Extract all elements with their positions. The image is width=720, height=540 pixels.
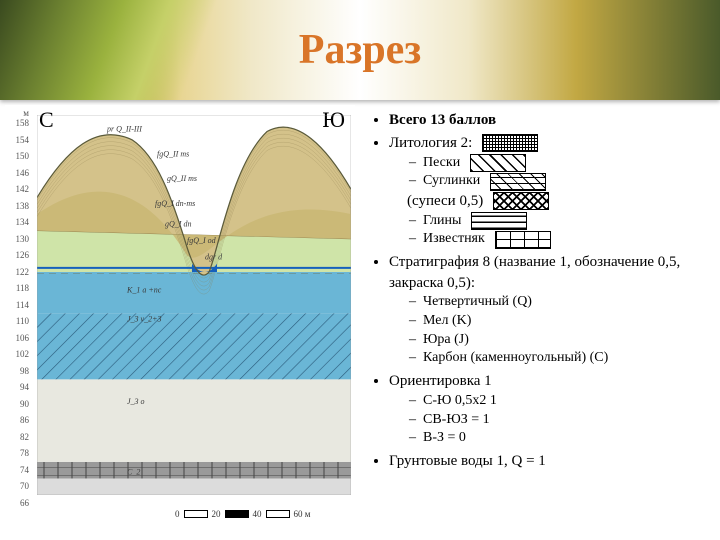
- swatch-sandy-loam: [493, 192, 549, 210]
- scale-tick: 0: [175, 509, 180, 519]
- svg-text:C_2: C_2: [127, 467, 140, 476]
- svg-text:gQ_I dn: gQ_I dn: [165, 220, 191, 229]
- scale-seg: [266, 510, 290, 518]
- svg-text:J_3 о: J_3 о: [127, 397, 145, 406]
- svg-text:gQ_II ms: gQ_II ms: [167, 174, 197, 183]
- stratigraphy: Стратиграфия 8 (название 1, обозначение …: [389, 252, 710, 368]
- scale-seg: [184, 510, 208, 518]
- swatch-loam: [490, 173, 546, 191]
- svg-text:fgQ_I od: fgQ_I od: [187, 236, 217, 245]
- svg-text:K_1 a +пс: K_1 a +пс: [126, 286, 162, 295]
- orientation: Ориентировка 1 С-Ю 0,5х2 1 СВ-ЮЗ = 1 В-З…: [389, 371, 710, 448]
- figure-column: С Ю 158154150146142138134130126122118114…: [0, 100, 360, 540]
- scale-tick: 40: [253, 509, 262, 519]
- total-points: Всего 13 баллов: [389, 110, 710, 130]
- scale-tick: 20: [212, 509, 221, 519]
- text-column: Всего 13 баллов Литология 2: Пески Сугли…: [360, 100, 720, 540]
- y-axis: 1581541501461421381341301261221181141101…: [7, 113, 35, 517]
- groundwater: Грунтовые воды 1, Q = 1: [389, 451, 710, 471]
- swatch-limestone: [495, 231, 551, 249]
- swatch-dots: [482, 134, 538, 152]
- svg-text:fgQ_II ms: fgQ_II ms: [157, 149, 189, 158]
- swatch-sand: [470, 154, 526, 172]
- content-list: Всего 13 баллов Литология 2: Пески Сугли…: [365, 110, 710, 472]
- cross-section-plot: pr Q_II-III fgQ_II ms gQ_II ms fgQ_I dn-ms g…: [37, 115, 351, 495]
- svg-text:J_3 v_2+3: J_3 v_2+3: [127, 315, 162, 324]
- swatch-clay: [471, 212, 527, 230]
- svg-text:fgQ_I dn-ms: fgQ_I dn-ms: [155, 199, 195, 208]
- scale-seg: [225, 510, 249, 518]
- svg-text:pr Q_II-III: pr Q_II-III: [106, 125, 142, 134]
- lithology: Литология 2: Пески Суглинки (супеси 0,5)…: [389, 133, 710, 249]
- cross-section-figure: С Ю 158154150146142138134130126122118114…: [5, 105, 355, 525]
- scale-bar: 0 20 40 60 м: [175, 509, 310, 519]
- slide-title: Разрез: [299, 26, 421, 74]
- scale-tick: 60 м: [294, 509, 311, 519]
- slide-header: Разрез: [0, 0, 720, 100]
- svg-text:dgr d: dgr d: [205, 253, 223, 262]
- slide-body: С Ю 158154150146142138134130126122118114…: [0, 100, 720, 540]
